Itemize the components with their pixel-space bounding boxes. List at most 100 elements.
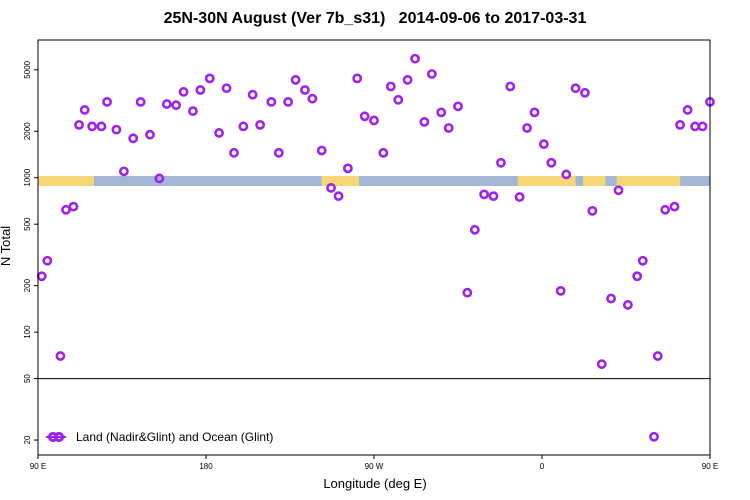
land-band bbox=[583, 176, 606, 186]
data-point bbox=[87, 121, 98, 132]
legend-marker bbox=[53, 431, 65, 443]
land-band bbox=[517, 176, 576, 186]
data-point bbox=[145, 129, 155, 140]
data-point bbox=[443, 123, 454, 133]
data-point bbox=[195, 85, 206, 95]
data-point bbox=[393, 94, 404, 105]
data-point bbox=[453, 101, 463, 112]
data-point bbox=[79, 105, 90, 115]
data-point bbox=[514, 192, 525, 202]
data-point bbox=[128, 133, 139, 144]
data-point bbox=[587, 205, 598, 216]
data-point bbox=[352, 73, 363, 84]
data-point bbox=[238, 121, 249, 132]
data-point bbox=[488, 191, 499, 202]
data-point bbox=[42, 255, 53, 266]
data-point bbox=[36, 271, 47, 282]
data-point bbox=[283, 96, 294, 107]
data-point bbox=[61, 204, 71, 215]
data-point bbox=[204, 73, 215, 84]
data-point bbox=[188, 106, 198, 117]
y-tick-label: 2000 bbox=[23, 122, 32, 140]
data-point bbox=[333, 191, 344, 202]
land-band bbox=[38, 176, 94, 186]
data-point bbox=[316, 145, 327, 156]
x-tick-label: 90 W bbox=[365, 462, 384, 471]
data-points bbox=[36, 53, 715, 442]
data-point bbox=[255, 119, 266, 130]
y-tick-label: 500 bbox=[23, 217, 32, 231]
data-point bbox=[118, 166, 129, 177]
data-point bbox=[436, 107, 447, 118]
y-tick-label: 50 bbox=[23, 374, 32, 383]
y-tick-label: 20 bbox=[23, 435, 32, 444]
x-tick-label: 0 bbox=[540, 462, 545, 471]
x-axis-ticks: 90 E 180 90 W 0 90 E bbox=[30, 455, 718, 471]
data-point bbox=[613, 185, 624, 196]
land-ocean-band bbox=[38, 176, 710, 186]
data-point bbox=[410, 53, 420, 64]
data-point bbox=[171, 100, 182, 111]
data-point bbox=[522, 123, 532, 133]
data-point bbox=[637, 255, 648, 266]
data-point bbox=[546, 157, 557, 168]
data-point bbox=[68, 201, 79, 212]
data-point bbox=[561, 169, 572, 180]
data-point bbox=[359, 111, 370, 122]
data-point bbox=[402, 75, 413, 85]
data-point bbox=[96, 121, 107, 132]
data-point bbox=[697, 121, 708, 132]
data-point bbox=[154, 173, 165, 184]
data-point bbox=[111, 124, 122, 135]
x-axis-label: Longitude (deg E) bbox=[323, 476, 426, 491]
y-tick-label: 1000 bbox=[23, 168, 32, 186]
data-point bbox=[622, 300, 633, 310]
x-tick-label: 180 bbox=[199, 462, 213, 471]
data-point bbox=[326, 182, 336, 193]
land-band bbox=[616, 176, 681, 186]
data-point bbox=[178, 86, 189, 97]
data-point bbox=[342, 163, 353, 174]
data-point bbox=[426, 69, 437, 79]
data-point bbox=[307, 93, 318, 104]
y-tick-label: 5000 bbox=[23, 60, 32, 78]
y-tick-label: 100 bbox=[23, 325, 32, 339]
data-point bbox=[385, 81, 396, 92]
y-tick-label: 200 bbox=[23, 278, 32, 292]
data-point bbox=[369, 115, 379, 126]
data-point bbox=[161, 99, 172, 109]
land-band bbox=[321, 176, 360, 186]
data-point bbox=[74, 119, 84, 130]
data-point bbox=[469, 224, 480, 235]
data-point bbox=[229, 147, 239, 158]
data-point bbox=[496, 157, 506, 168]
ocean-band bbox=[38, 176, 710, 186]
legend: Land (Nadir&Glint) and Ocean (Glint) bbox=[46, 430, 273, 444]
data-point bbox=[419, 116, 430, 127]
data-point bbox=[682, 105, 693, 115]
data-point bbox=[300, 85, 310, 95]
data-point bbox=[102, 96, 112, 107]
data-point bbox=[266, 96, 277, 107]
data-point bbox=[214, 128, 224, 138]
data-point bbox=[580, 87, 590, 98]
data-point bbox=[669, 201, 680, 212]
data-point bbox=[555, 285, 566, 296]
data-point bbox=[649, 431, 659, 442]
y-axis-label: N Total bbox=[0, 226, 13, 266]
plot-frame bbox=[37, 39, 711, 456]
data-point bbox=[55, 351, 66, 361]
data-point bbox=[529, 107, 540, 118]
data-point bbox=[675, 119, 686, 130]
data-point bbox=[652, 351, 663, 361]
x-tick-label: 90 E bbox=[702, 462, 718, 471]
data-point bbox=[596, 359, 607, 370]
data-point bbox=[606, 293, 616, 304]
data-point bbox=[273, 147, 284, 158]
data-point bbox=[135, 96, 146, 107]
legend-label: Land (Nadir&Glint) and Ocean (Glint) bbox=[76, 430, 273, 444]
x-tick-label: 90 E bbox=[30, 462, 46, 471]
data-point bbox=[462, 287, 473, 298]
data-point bbox=[290, 75, 301, 85]
